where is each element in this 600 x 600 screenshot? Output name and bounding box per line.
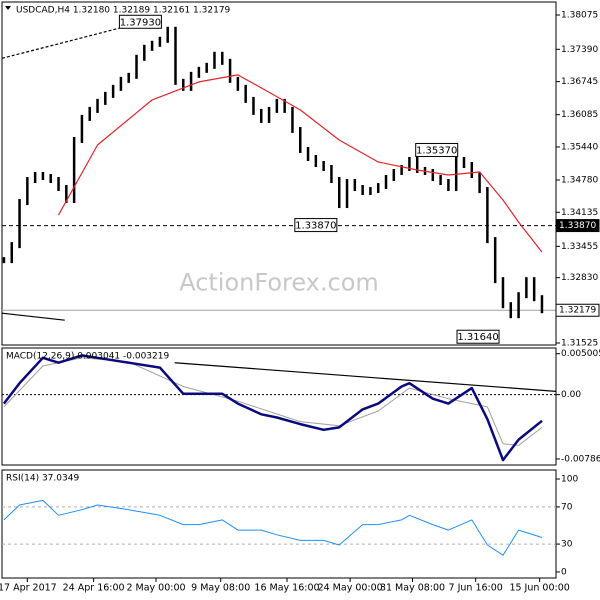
panel-title: USDCAD,H4 1.32180 1.32189 1.32161 1.3217…: [16, 6, 231, 16]
level-label: 1.32179: [559, 306, 596, 316]
x-tick-label: 7 Jun 16:00: [449, 583, 503, 594]
panel-frame: [1, 1, 557, 346]
annotation-box: [415, 142, 459, 157]
x-tick-label: 2 May 00:00: [126, 583, 185, 594]
y-tick-label: 1.38075: [561, 11, 598, 21]
x-tick-label: 9 May 08:00: [191, 583, 250, 594]
series-line: [2, 354, 543, 462]
panel-frame: [1, 469, 557, 579]
x-tick-label: 17 Apr 2017: [0, 583, 57, 594]
y-tick-label: 0: [561, 567, 567, 577]
y-tick-label: 70: [561, 502, 573, 512]
y-tick-label: 100: [561, 475, 578, 485]
y-tick-label: 1.37390: [561, 45, 598, 55]
trendline: [1, 312, 65, 321]
y-tick-label: 1.34780: [561, 176, 598, 186]
x-tick-label: 24 May 00:00: [318, 583, 383, 594]
annotation-label: 1.31640: [457, 332, 498, 343]
annotation-label: 1.35370: [416, 145, 457, 156]
y-tick-label: -0.007862: [561, 454, 600, 464]
level-label: 1.33870: [559, 221, 596, 231]
panel-title: MACD(12,26,9) 0.003041 -0.003219: [6, 352, 169, 362]
annotation-label: 1.37930: [120, 17, 161, 28]
level-box: [555, 219, 600, 233]
panel-frame: [1, 347, 557, 466]
annotation-box: [456, 329, 500, 344]
y-tick-label: 1.33455: [561, 242, 598, 252]
series-line: [3, 357, 543, 446]
x-tick-label: 24 Apr 16:00: [63, 583, 125, 594]
x-tick-label: 31 May 08:00: [380, 583, 445, 594]
menu-arrow: [5, 6, 11, 10]
x-tick-label: 15 Jun 00:00: [509, 583, 569, 594]
level-box: [555, 303, 600, 317]
series-line: [3, 499, 543, 556]
panel-title: RSI(14) 37.0349: [6, 474, 79, 484]
trendline: [174, 362, 557, 392]
y-tick-label: 1.35440: [561, 142, 598, 152]
y-tick-label: 1.34135: [561, 208, 598, 218]
y-tick-label: 1.32830: [561, 273, 598, 283]
annotation-box: [294, 218, 338, 233]
watermark: ActionForex.com: [179, 269, 379, 297]
y-tick-label: 1.36745: [561, 77, 598, 87]
x-tick-label: 16 May 16:00: [254, 583, 319, 594]
y-tick-label: 0.005005: [561, 349, 600, 359]
annotation-box: [118, 14, 162, 29]
y-tick-label: 1.31525: [561, 338, 598, 348]
annotation-label: 1.33870: [295, 221, 336, 232]
y-tick-label: 1.36085: [561, 110, 598, 120]
series-line: [57, 74, 543, 253]
y-tick-label: 30: [561, 540, 573, 550]
y-tick-label: 0.00: [561, 390, 581, 400]
